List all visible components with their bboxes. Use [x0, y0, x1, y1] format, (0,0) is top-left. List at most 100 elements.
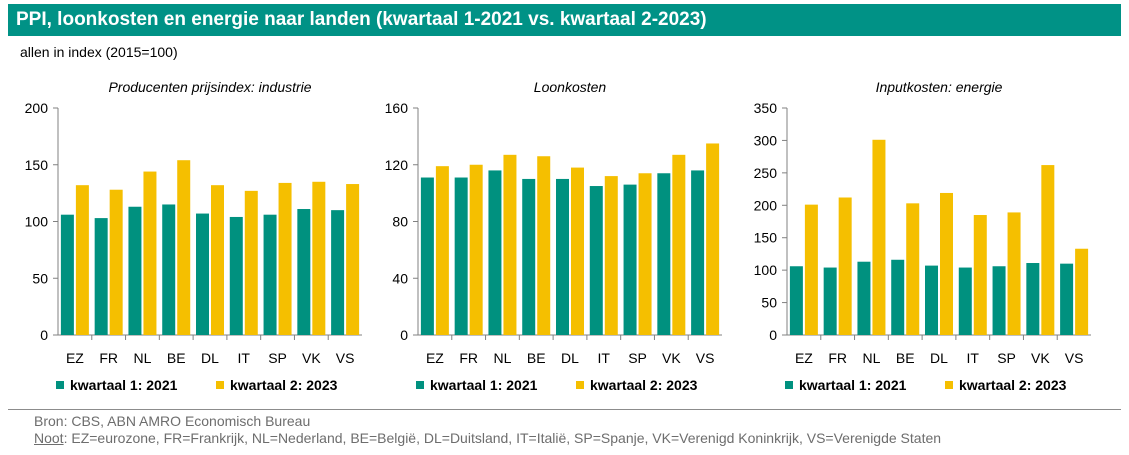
source-text: Bron: CBS, ABN AMRO Economisch Bureau — [34, 413, 311, 429]
x-tick-label: BE — [167, 350, 186, 366]
legend-label-series-1: kwartaal 1: 2021 — [799, 377, 907, 393]
bar-vk-series-1 — [657, 173, 671, 335]
x-tick-label: VS — [696, 350, 715, 366]
bar-it-series-2 — [244, 190, 258, 335]
bar-fr-series-1 — [94, 218, 108, 335]
bar-fr-series-2 — [469, 164, 483, 335]
y-tick-label: 160 — [385, 100, 409, 116]
y-tick-label: 40 — [392, 270, 408, 286]
legend-label-series-2: kwartaal 2: 2023 — [590, 377, 698, 393]
bar-ez-series-2 — [75, 185, 89, 335]
bar-dl-series-1 — [556, 178, 569, 335]
bar-nl-series-2 — [503, 154, 517, 335]
bar-dl-series-1 — [925, 265, 938, 335]
x-tick-label: NL — [133, 350, 151, 366]
legend-swatch-series-1 — [416, 381, 424, 389]
bar-ez-series-2 — [804, 204, 818, 335]
x-tick-label: DL — [930, 350, 948, 366]
y-tick-label: 300 — [754, 132, 778, 148]
x-tick-label: VK — [302, 350, 321, 366]
note-body: : EZ=eurozone, FR=Frankrijk, NL=Nederlan… — [63, 430, 942, 446]
bar-be-series-2 — [906, 203, 920, 335]
bar-ez-series-1 — [420, 177, 434, 335]
y-tick-label: 100 — [25, 214, 49, 230]
bar-vs-series-1 — [1060, 263, 1074, 335]
y-tick-label: 120 — [385, 157, 409, 173]
y-tick-label: 0 — [40, 327, 48, 343]
bar-be-series-1 — [162, 204, 176, 335]
x-tick-label: SP — [268, 350, 287, 366]
footer-divider — [8, 409, 1121, 410]
bar-sp-series-1 — [263, 214, 277, 335]
bar-nl-series-2 — [872, 139, 886, 335]
legend-label-series-2: kwartaal 2: 2023 — [959, 377, 1067, 393]
x-tick-label: NL — [862, 350, 880, 366]
bar-fr-series-1 — [823, 267, 837, 335]
x-tick-label: VK — [1031, 350, 1050, 366]
x-tick-label: SP — [997, 350, 1016, 366]
bar-fr-series-2 — [838, 197, 852, 335]
bar-sp-series-1 — [992, 266, 1006, 335]
x-tick-label: VS — [336, 350, 355, 366]
y-tick-label: 0 — [400, 327, 408, 343]
bar-vs-series-1 — [331, 210, 345, 335]
x-tick-label: DL — [201, 350, 219, 366]
bar-be-series-1 — [891, 259, 905, 335]
x-tick-label: IT — [598, 350, 611, 366]
x-tick-label: BE — [527, 350, 546, 366]
bar-it-series-1 — [229, 216, 243, 335]
y-tick-label: 150 — [754, 230, 778, 246]
bar-sp-series-2 — [1007, 212, 1021, 335]
bar-nl-series-1 — [488, 170, 502, 335]
x-tick-label: SP — [628, 350, 647, 366]
note-text: Noot: EZ=eurozone, FR=Frankrijk, NL=Nede… — [34, 430, 941, 446]
x-tick-label: BE — [896, 350, 915, 366]
bar-ez-series-1 — [60, 214, 74, 335]
bar-vs-series-2 — [346, 184, 360, 335]
legend-swatch-series-2 — [576, 381, 584, 389]
bar-it-series-1 — [589, 186, 603, 335]
y-tick-label: 150 — [25, 157, 49, 173]
legend-label-series-1: kwartaal 1: 2021 — [430, 377, 538, 393]
chart-subtitle: allen in index (2015=100) — [20, 44, 178, 60]
x-tick-label: EZ — [66, 350, 84, 366]
panel-title: Loonkosten — [534, 79, 607, 95]
bar-nl-series-1 — [128, 206, 142, 335]
x-tick-label: IT — [238, 350, 251, 366]
bar-vs-series-2 — [706, 143, 720, 335]
bar-vs-series-2 — [1075, 248, 1089, 335]
chart-energy-input-costs: Inputkosten: energie 0 50 100 150 200 250 300 35… — [754, 79, 1091, 393]
x-tick-label: EZ — [426, 350, 444, 366]
legend-swatch-series-1 — [56, 381, 64, 389]
x-tick-label: NL — [493, 350, 511, 366]
bar-be-series-2 — [177, 160, 191, 335]
bar-dl-series-2 — [211, 185, 224, 335]
x-tick-label: EZ — [795, 350, 813, 366]
x-tick-label: FR — [99, 350, 118, 366]
bar-dl-series-1 — [196, 213, 209, 335]
chart-labour-costs: Loonkosten 0 40 80 120 160 EZ FR NL BE DL IT SP VK VS k… — [385, 79, 722, 393]
legend-label-series-1: kwartaal 1: 2021 — [70, 377, 178, 393]
y-tick-label: 100 — [754, 262, 778, 278]
bar-vs-series-1 — [691, 170, 705, 335]
bar-vk-series-2 — [312, 181, 326, 335]
x-tick-label: IT — [967, 350, 980, 366]
panel-title: Inputkosten: energie — [876, 79, 1003, 95]
y-tick-label: 50 — [32, 270, 48, 286]
bar-sp-series-1 — [623, 184, 637, 335]
legend-swatch-series-2 — [216, 381, 224, 389]
bar-ez-series-2 — [435, 166, 449, 335]
y-tick-label: 0 — [769, 327, 777, 343]
bar-ez-series-1 — [789, 266, 803, 335]
bar-vk-series-2 — [1041, 165, 1055, 335]
x-tick-label: FR — [828, 350, 847, 366]
y-tick-label: 50 — [761, 295, 777, 311]
bar-dl-series-2 — [940, 192, 953, 335]
chart-title: PPI, loonkosten en energie naar landen (… — [8, 4, 1121, 36]
bar-dl-series-2 — [571, 167, 584, 335]
legend-swatch-series-2 — [945, 381, 953, 389]
chart-producer-price-index: Producenten prijsindex: industrie 0 50 100 1… — [25, 79, 362, 393]
bar-vk-series-2 — [672, 154, 686, 335]
bar-sp-series-2 — [638, 173, 652, 335]
bar-it-series-2 — [604, 176, 618, 335]
